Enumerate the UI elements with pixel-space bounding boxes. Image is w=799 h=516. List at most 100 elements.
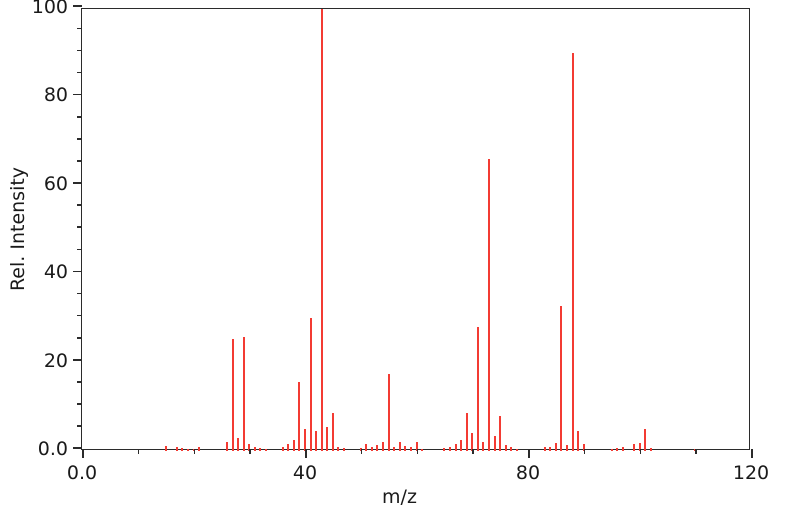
- y-tick-minor: [77, 425, 82, 427]
- spectrum-peak: [415, 442, 418, 451]
- plot-area: 0.0 20 40 60 80 100 0.0 40 80 120: [32, 0, 769, 484]
- spectrum-peak: [482, 442, 485, 451]
- y-tick-minor: [77, 160, 82, 162]
- y-tick-label: 0.0: [37, 438, 68, 460]
- spectrum-peak: [382, 442, 385, 451]
- x-tick-minor: [137, 449, 140, 454]
- spectrum-peak: [365, 443, 368, 451]
- spectrum-peak: [225, 442, 228, 451]
- spectrum-peak: [181, 448, 184, 451]
- spectrum-peak: [554, 443, 557, 451]
- x-tick-label: 40: [292, 462, 318, 484]
- spectrum-peak: [409, 446, 412, 451]
- spectrum-peak: [404, 445, 407, 451]
- spectrum-peak: [331, 413, 334, 451]
- spectrum-peak: [471, 433, 474, 451]
- x-tick-major: [305, 449, 307, 458]
- spectrum-peak: [164, 445, 167, 451]
- x-tick-minor: [249, 449, 251, 454]
- x-tick-minor: [360, 449, 363, 454]
- spectrum-peak: [242, 337, 245, 451]
- x-tick-major: [751, 449, 753, 458]
- y-tick-major: [73, 182, 82, 184]
- spectrum-peak: [443, 448, 446, 451]
- y-tick-minor: [77, 204, 82, 206]
- x-axis-title: m/z: [382, 486, 417, 508]
- spectrum-peak: [515, 448, 518, 451]
- spectrum-peak: [337, 446, 340, 451]
- x-tick-minor: [639, 449, 642, 454]
- spectrum-peak: [398, 442, 401, 451]
- y-tick-minor: [77, 49, 82, 52]
- spectrum-peak: [638, 443, 641, 451]
- spectrum-peak: [175, 447, 178, 451]
- spectrum-peak: [309, 318, 312, 451]
- spectrum-peak: [448, 446, 451, 451]
- x-tick-major: [82, 449, 84, 458]
- y-tick-label: 40: [43, 261, 68, 284]
- spectrum-peak: [476, 327, 479, 451]
- spectrum-peak: [504, 445, 507, 451]
- spectrum-peaks: [82, 9, 751, 451]
- x-tick-label: 0.0: [66, 462, 98, 484]
- spectrum-peak: [248, 444, 251, 451]
- y-tick-minor: [77, 138, 82, 140]
- y-tick-label: 60: [43, 172, 68, 195]
- x-tick-minor: [416, 449, 419, 454]
- y-tick-major: [73, 359, 82, 361]
- spectrum-peak: [460, 439, 463, 451]
- spectrum-peak: [560, 306, 563, 451]
- spectrum-peak: [632, 444, 635, 451]
- y-tick-minor: [77, 27, 82, 30]
- spectrum-peak: [287, 443, 290, 451]
- x-tick-minor: [583, 449, 586, 454]
- y-axis-title: Rel. Intensity: [7, 166, 29, 292]
- spectrum-peak: [393, 446, 396, 451]
- spectrum-peak: [370, 446, 373, 451]
- spectrum-peak: [186, 448, 189, 451]
- spectrum-peak: [304, 428, 306, 451]
- spectrum-peak: [315, 431, 318, 451]
- spectrum-peak: [549, 446, 552, 451]
- y-tick-minor: [77, 71, 82, 74]
- x-tick-major: [528, 449, 530, 458]
- y-tick-major: [73, 93, 82, 96]
- y-tick-label: 20: [43, 349, 68, 372]
- spectrum-peak: [454, 444, 457, 451]
- x-tick-minor: [695, 449, 697, 454]
- spectrum-peak: [621, 446, 624, 451]
- spectrum-peak: [616, 448, 619, 451]
- spectrum-peak: [326, 426, 329, 451]
- spectrum-peak: [198, 447, 201, 451]
- y-tick-label: 80: [43, 84, 68, 107]
- x-tick-label: 80: [515, 462, 541, 484]
- y-tick-minor: [77, 226, 82, 228]
- y-tick-minor: [77, 403, 82, 405]
- spectrum-peak: [387, 373, 390, 451]
- spectrum-peak: [343, 448, 346, 451]
- spectrum-peak: [571, 53, 574, 451]
- spectrum-peak: [320, 9, 323, 451]
- spectrum-peak: [237, 437, 240, 451]
- y-tick-major: [73, 5, 82, 7]
- spectrum-peak: [543, 447, 546, 451]
- y-tick-minor: [77, 381, 82, 383]
- x-tick-label: 120: [732, 462, 770, 484]
- x-tick-minor: [193, 449, 196, 454]
- spectrum-peak: [510, 447, 513, 451]
- spectrum-peak: [465, 413, 468, 451]
- spectrum-peak: [644, 428, 647, 451]
- spectrum-peak: [264, 448, 267, 451]
- spectrum-peak: [292, 440, 295, 451]
- spectrum-peak: [487, 159, 490, 451]
- spectrum-peak: [253, 447, 256, 451]
- x-tick-minor: [472, 449, 474, 454]
- y-tick-major: [73, 447, 82, 449]
- spectrum-peak: [421, 448, 424, 451]
- y-tick-major: [73, 270, 82, 273]
- y-tick-minor: [77, 314, 82, 317]
- spectrum-peak: [610, 448, 613, 451]
- spectrum-peak: [259, 448, 262, 451]
- y-tick-minor: [77, 292, 82, 295]
